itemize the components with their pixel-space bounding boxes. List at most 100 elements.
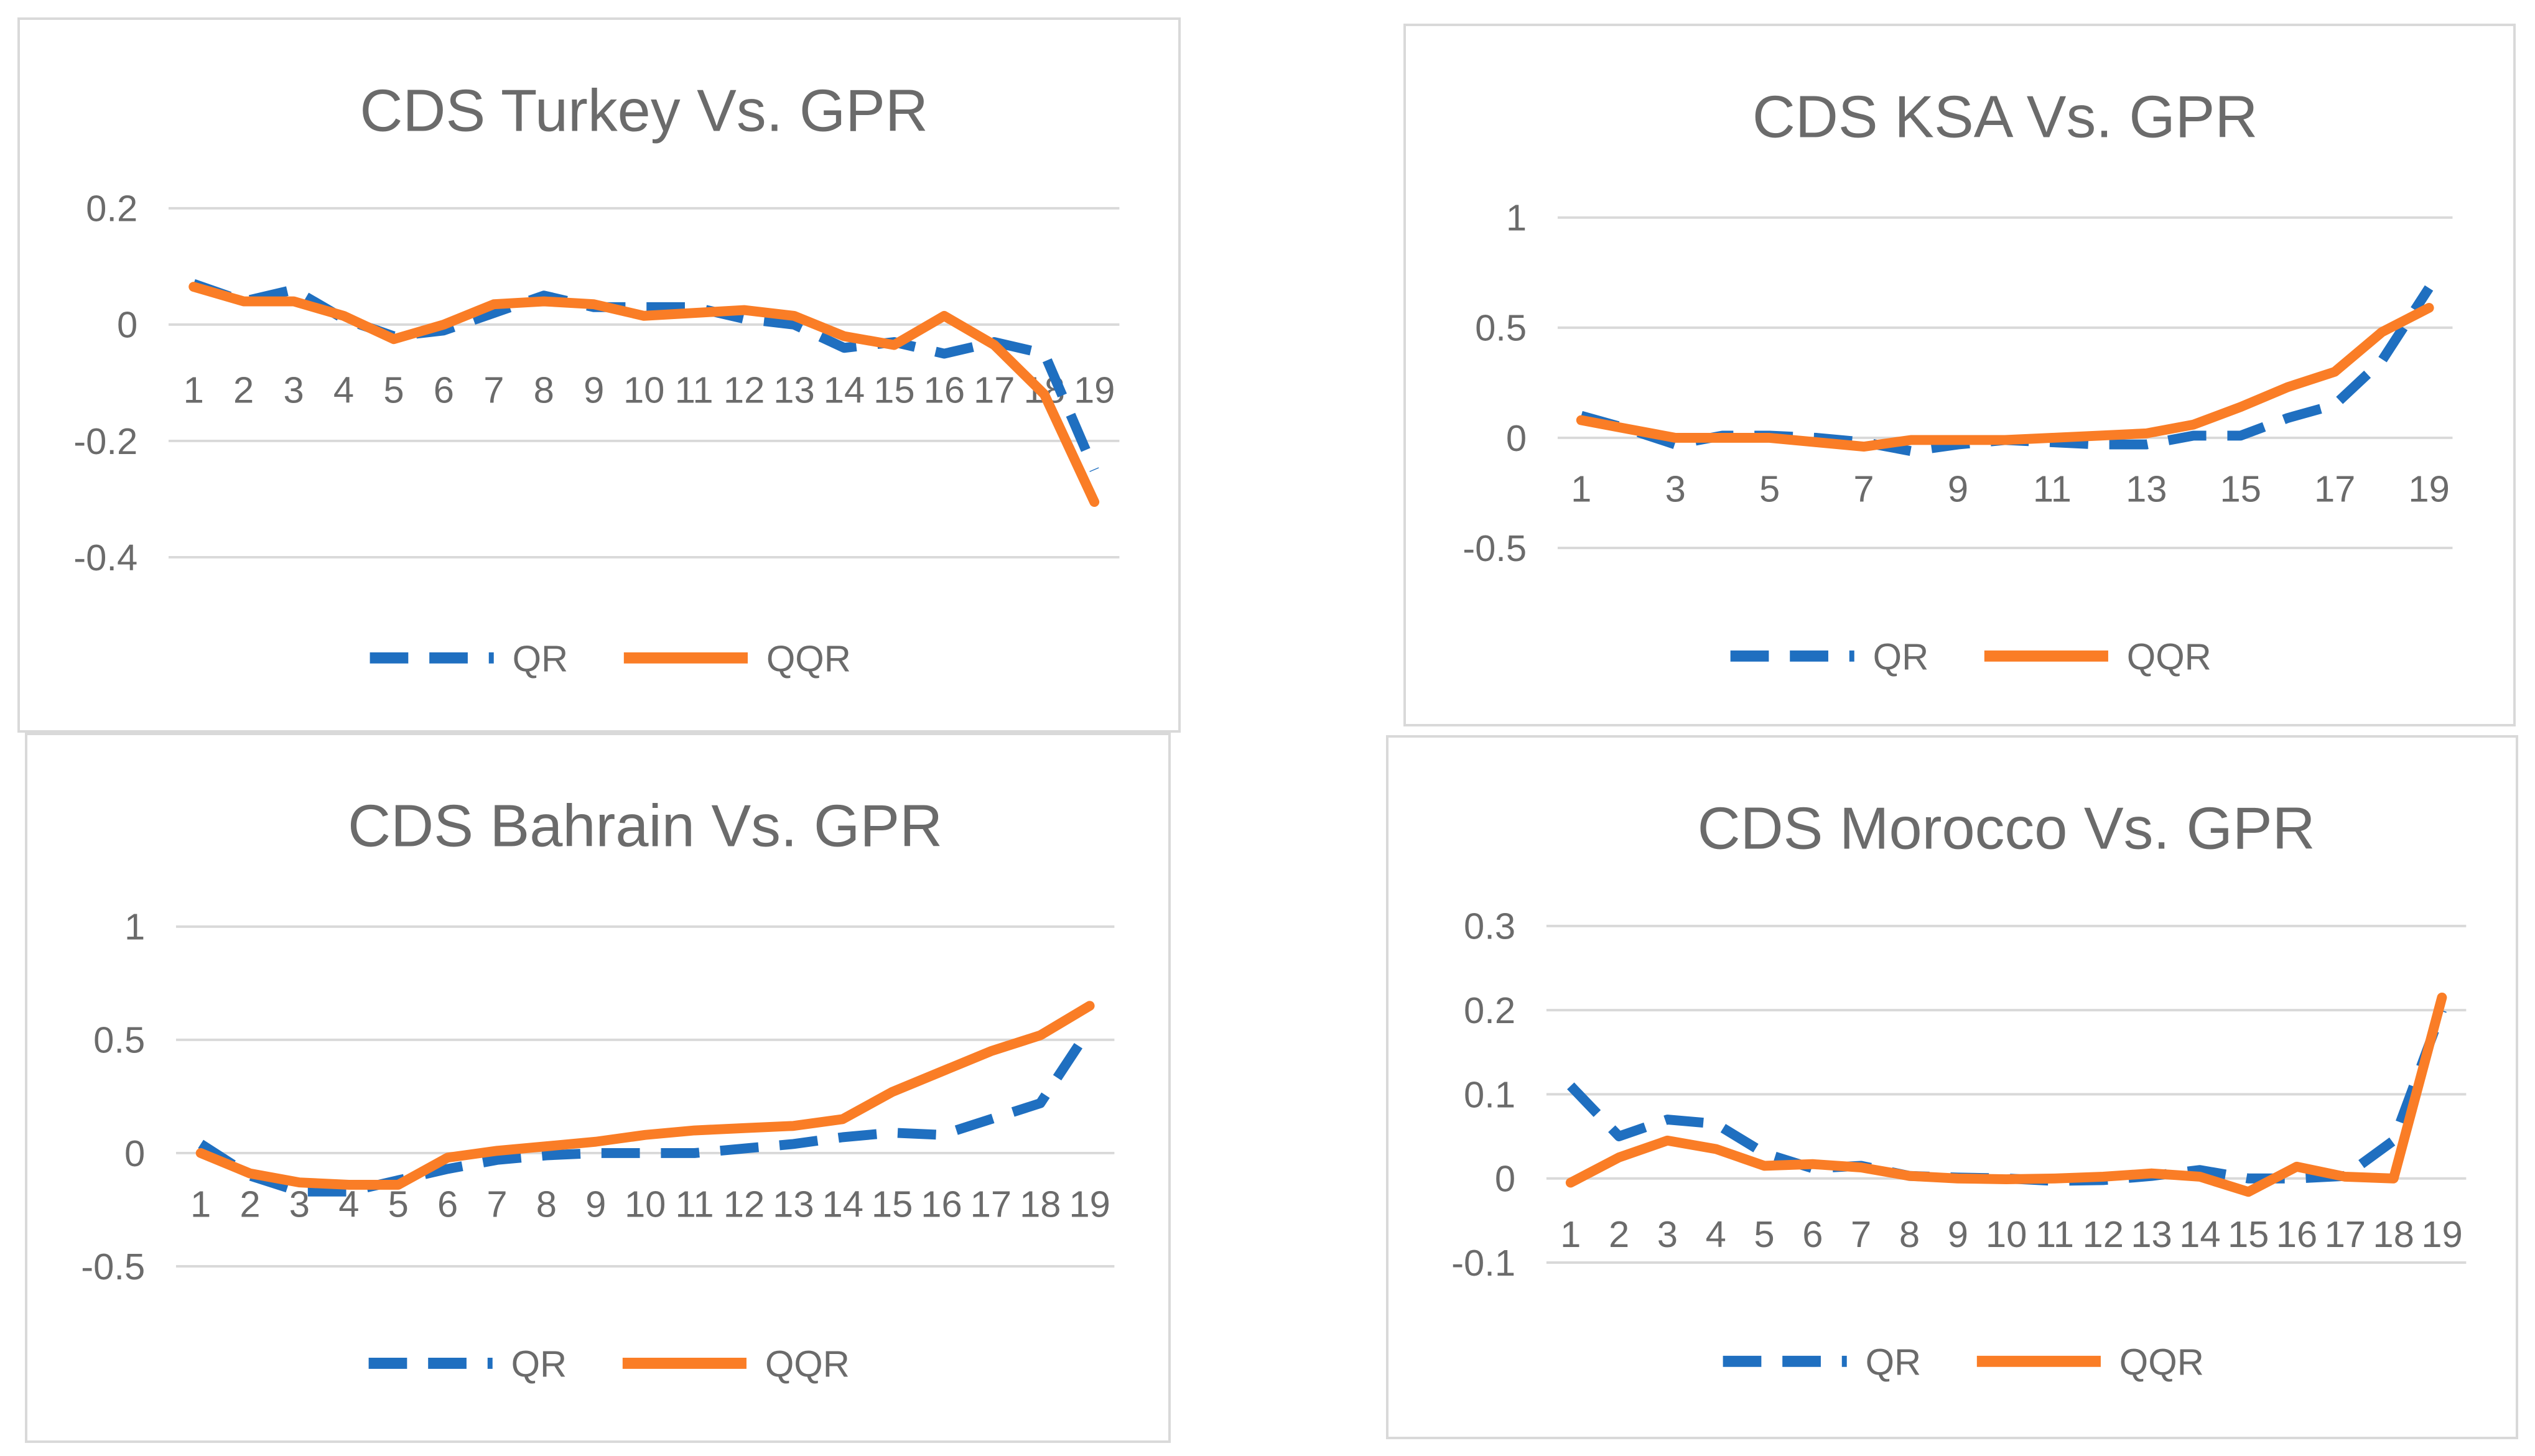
y-tick-label: 0.2: [86, 188, 137, 230]
series-line-qr: [192, 279, 1099, 472]
x-tick-label: 17: [2325, 1213, 2366, 1255]
x-tick-label: 5: [1759, 468, 1780, 510]
y-tick-label: -0.5: [81, 1246, 145, 1287]
x-tick-label: 15: [2228, 1213, 2269, 1255]
x-tick-label: 7: [483, 369, 504, 411]
chart-panel-morocco: CDS Morocco Vs. GPR 0.3 0.2 0.1 0 -0.1 1 2 3 4 5 6 7…: [1386, 735, 2518, 1439]
x-tick-label: 13: [2131, 1213, 2172, 1255]
legend: QR QQR: [368, 1343, 850, 1385]
x-tick-label: 19: [2408, 468, 2449, 510]
series-line-qr: [198, 1026, 1094, 1197]
y-tick-label: 0: [117, 304, 137, 346]
y-tick-label: 0.1: [1464, 1073, 1515, 1115]
legend-label-qqr: QQR: [2119, 1342, 2204, 1383]
y-tick-label: 0.2: [1464, 990, 1515, 1031]
x-tick-label: 6: [437, 1184, 458, 1225]
series-line-qqr: [1576, 303, 2434, 452]
chart-title: CDS Morocco Vs. GPR: [1698, 796, 2315, 862]
x-tick-label: 19: [2421, 1213, 2462, 1255]
x-tick-label: 2: [1609, 1213, 1629, 1255]
x-tick-label: 5: [383, 369, 404, 411]
y-tick-label: 0: [124, 1133, 145, 1174]
y-tick-label: -0.4: [73, 537, 137, 578]
x-tick-label: 14: [2179, 1213, 2220, 1255]
x-tick-label: 3: [1665, 468, 1686, 510]
x-tick-label: 3: [283, 369, 304, 411]
y-tick-label: -0.5: [1463, 527, 1527, 569]
x-tick-label: 1: [1560, 1213, 1581, 1255]
x-tick-label: 8: [536, 1184, 557, 1225]
x-tick-label: 7: [486, 1184, 507, 1225]
x-tick-label: 10: [1986, 1213, 2027, 1255]
x-tick-label: 17: [970, 1184, 1012, 1225]
x-tick-label: 11: [2033, 468, 2072, 510]
x-tick-label: 12: [723, 1184, 765, 1225]
x-tick-label: 17: [974, 369, 1015, 411]
x-tick-label: 11: [676, 1184, 714, 1225]
x-tick-label: 9: [584, 369, 604, 411]
y-tick-label: 0.3: [1464, 906, 1515, 947]
x-tick-label: 18: [2373, 1213, 2414, 1255]
series-line-qqr: [195, 1001, 1095, 1190]
x-tick-label: 1: [190, 1184, 211, 1225]
x-tick-label: 15: [873, 369, 914, 411]
x-tick-label: 2: [233, 369, 254, 411]
x-tick-label: 9: [1948, 1213, 1968, 1255]
series-line-qqr: [1565, 992, 2447, 1197]
legend-label-qqr: QQR: [766, 638, 851, 680]
x-tick-label: 14: [824, 369, 865, 411]
x-tick-label: 16: [924, 369, 965, 411]
x-tick-label: 14: [822, 1184, 863, 1225]
legend: QR QQR: [370, 638, 851, 680]
legend: QR QQR: [1730, 636, 2212, 678]
x-tick-label: 1: [184, 369, 204, 411]
x-tick-label: 1: [1571, 468, 1591, 510]
x-tick-label: 4: [333, 369, 354, 411]
x-tick-label: 13: [2126, 468, 2167, 510]
y-tick-label: 0.5: [93, 1019, 145, 1061]
y-tick-label: 1: [1506, 197, 1527, 239]
x-tick-label: 10: [623, 369, 664, 411]
x-tick-label: 8: [534, 369, 554, 411]
x-tick-label: 10: [625, 1184, 666, 1225]
x-tick-label: 4: [1706, 1213, 1726, 1255]
series-line-qr: [1579, 285, 2434, 457]
x-tick-label: 9: [585, 1184, 606, 1225]
x-tick-label: 12: [2083, 1213, 2124, 1255]
x-tick-label: 11: [675, 369, 714, 411]
x-tick-label: 11: [2035, 1213, 2074, 1255]
chart-title: CDS Turkey Vs. GPR: [360, 78, 928, 144]
legend-label-qr: QR: [1866, 1342, 1922, 1383]
legend-label-qqr: QQR: [765, 1343, 850, 1385]
chart-title: CDS KSA Vs. GPR: [1752, 85, 2258, 151]
x-tick-label: 17: [2314, 468, 2355, 510]
y-tick-label: -0.1: [1451, 1242, 1515, 1284]
x-tick-label: 16: [2276, 1213, 2317, 1255]
x-tick-label: 2: [240, 1184, 260, 1225]
y-tick-label: 0: [1506, 417, 1527, 459]
legend: QR QQR: [1723, 1342, 2204, 1383]
x-tick-label: 5: [388, 1184, 409, 1225]
y-tick-label: 1: [124, 906, 145, 948]
legend-label-qr: QR: [511, 1343, 567, 1385]
x-tick-label: 7: [1853, 468, 1874, 510]
x-tick-label: 7: [1851, 1213, 1871, 1255]
x-tick-label: 15: [872, 1184, 913, 1225]
legend-label-qqr: QQR: [2127, 636, 2212, 678]
x-tick-label: 6: [434, 369, 454, 411]
x-tick-label: 5: [1754, 1213, 1774, 1255]
x-tick-label: 19: [1074, 369, 1115, 411]
chart-panel-ksa: CDS KSA Vs. GPR 1 0.5 0 -0.5 1 3 5 7 9 11 13 15 17 19 Q…: [1403, 24, 2516, 726]
x-tick-label: 16: [921, 1184, 962, 1225]
x-tick-label: 15: [2220, 468, 2261, 510]
x-tick-label: 6: [1802, 1213, 1823, 1255]
x-tick-label: 13: [773, 369, 814, 411]
chart-panel-bahrain: CDS Bahrain Vs. GPR 1 0.5 0 -0.5 1 2 3 4 5 6 7 8 9 10 1…: [25, 733, 1171, 1443]
chart-panel-turkey: CDS Turkey Vs. GPR 0.2 0 -0.2 -0.4 1 2 3 4 5 6 7 8 9 1…: [17, 17, 1181, 733]
x-tick-label: 9: [1948, 468, 1968, 510]
y-tick-label: 0: [1495, 1158, 1515, 1200]
